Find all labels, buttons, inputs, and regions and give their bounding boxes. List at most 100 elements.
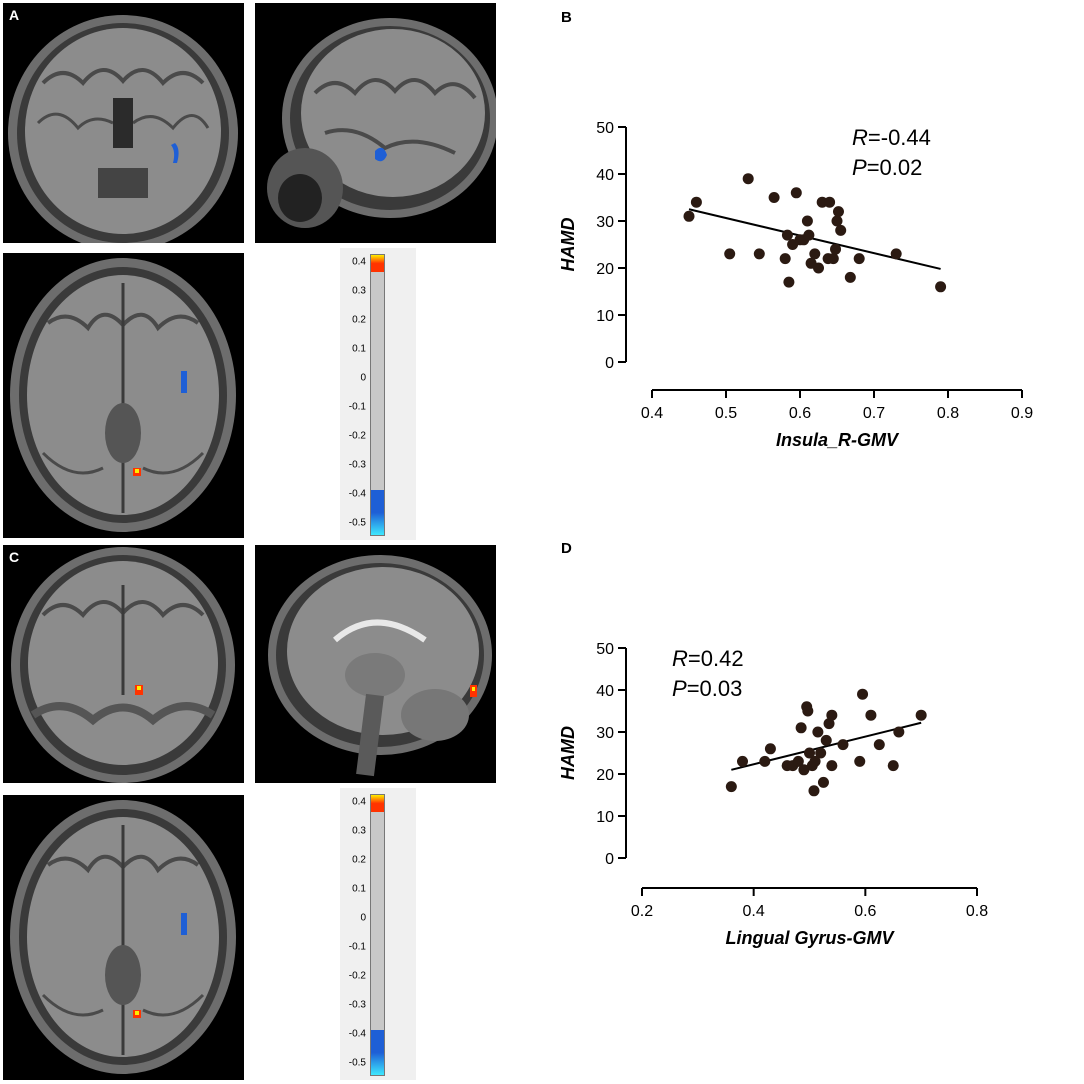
mri-coronal-c: C <box>3 545 244 783</box>
colorbar-tick: -0.4 <box>348 1028 366 1040</box>
regression-line <box>688 208 941 270</box>
data-point <box>808 785 820 797</box>
colorbar-tick: 0.4 <box>352 256 366 268</box>
x-axis-title: Lingual Gyrus-GMV <box>725 928 895 948</box>
data-point <box>893 726 905 738</box>
colorbar-tick: -0.5 <box>348 517 366 529</box>
data-point <box>759 755 771 767</box>
data-point <box>725 781 737 793</box>
p-value-label: P=0.03 <box>672 676 742 701</box>
mri-axial-c <box>3 795 244 1080</box>
r-symbol: R <box>672 646 688 671</box>
scatter-plot-d-svg: 0 10 20 30 40 50 0.2 0.4 0.6 0.8 Lingual Gyrus-GMV… <box>558 641 988 948</box>
scatter-plot-d: 0 10 20 30 40 50 0.2 0.4 0.6 0.8 Lingual Gyrus-GMV… <box>540 620 1060 955</box>
data-point <box>809 248 821 260</box>
data-point <box>826 760 838 772</box>
x-tick-label: 0.6 <box>789 405 811 422</box>
data-point <box>824 196 836 208</box>
data-point <box>832 206 844 218</box>
r-value: =0.42 <box>688 646 744 671</box>
colorbar-tick: -0.4 <box>348 488 366 500</box>
data-point <box>764 743 776 755</box>
data-point <box>844 271 856 283</box>
data-point <box>792 755 804 767</box>
y-tick-label: 40 <box>596 167 614 184</box>
data-point <box>683 210 695 222</box>
colorbar-tick: -0.1 <box>348 941 366 953</box>
p-value-label: P=0.02 <box>852 155 922 180</box>
panel-label-c: C <box>9 549 20 565</box>
y-tick-label: 50 <box>596 120 614 137</box>
colorbar-tick: -0.1 <box>348 401 366 413</box>
data-point <box>803 229 815 241</box>
colorbar-tick: -0.2 <box>348 430 366 442</box>
colorbar-c: 0.4 0.3 0.2 0.1 0 -0.1 -0.2 -0.3 -0.4 -0… <box>340 788 416 1080</box>
y-axis-title: HAMD <box>558 726 578 780</box>
x-axis-title: Insula_R-GMV <box>776 430 900 450</box>
data-point <box>873 739 885 751</box>
p-value: =0.03 <box>687 676 743 701</box>
data-point <box>779 253 791 265</box>
y-tick-label: 10 <box>596 308 614 325</box>
data-point <box>865 709 877 721</box>
r-symbol: R <box>852 125 868 150</box>
data-point <box>815 747 827 759</box>
r-value: =-0.44 <box>868 125 931 150</box>
scatter-plot-b: 0 10 20 30 40 50 0.4 0.5 0.6 0.7 0.8 0.9 Insula_R-GM… <box>540 100 1060 465</box>
data-point <box>835 224 847 236</box>
colorbar-tick: 0.2 <box>352 854 366 866</box>
mri-sagittal-c <box>255 545 496 783</box>
mri-sagittal-a <box>255 3 496 243</box>
data-point <box>813 262 824 274</box>
colorbar-tick: -0.3 <box>348 459 366 471</box>
data-point <box>801 215 813 227</box>
data-point <box>742 173 754 185</box>
data-point <box>790 187 802 199</box>
y-axis-title: HAMD <box>558 218 578 272</box>
colorbar-ticks: 0.4 0.3 0.2 0.1 0 -0.1 -0.2 -0.3 -0.4 -0… <box>340 248 370 540</box>
data-point <box>890 248 902 260</box>
data-point <box>935 281 947 293</box>
mri-axial-a <box>3 253 244 538</box>
colorbar-tick: 0.3 <box>352 285 366 297</box>
data-point <box>827 253 839 265</box>
colorbar-tick: 0.1 <box>352 883 366 895</box>
data-point <box>802 705 814 717</box>
scatter-plot-b-svg: 0 10 20 30 40 50 0.4 0.5 0.6 0.7 0.8 0.9 Insula_R-GM… <box>558 120 1033 450</box>
p-symbol: P <box>852 155 867 180</box>
colorbar-a: 0.4 0.3 0.2 0.1 0 -0.1 -0.2 -0.3 -0.4 -0… <box>340 248 416 540</box>
data-point <box>820 734 832 746</box>
y-tick-label: 20 <box>596 261 614 278</box>
colorbar-tick: 0.1 <box>352 343 366 355</box>
y-tick-label: 10 <box>596 809 614 826</box>
data-point <box>812 726 824 738</box>
y-tick-label: 30 <box>596 214 614 231</box>
data-point <box>915 709 927 721</box>
colorbar-strip <box>370 254 385 536</box>
y-tick-label: 20 <box>596 767 614 784</box>
colorbar-tick: -0.2 <box>348 970 366 982</box>
x-tick-label: 0.2 <box>631 903 653 920</box>
r-value-label: R=-0.44 <box>852 125 931 150</box>
data-point <box>857 688 869 700</box>
x-tick-label: 0.5 <box>715 405 737 422</box>
data-point <box>753 248 765 260</box>
data-point <box>831 215 843 227</box>
y-tick-label: 0 <box>605 851 614 868</box>
data-point <box>823 718 835 730</box>
colorbar-tick: -0.3 <box>348 999 366 1011</box>
r-value-label: R=0.42 <box>672 646 744 671</box>
data-point <box>724 248 736 260</box>
data-point <box>804 747 815 759</box>
colorbar-tick: 0 <box>360 372 366 384</box>
data-point <box>783 276 795 288</box>
y-tick-label: 30 <box>596 725 614 742</box>
data-point <box>830 243 842 255</box>
data-point <box>690 196 702 208</box>
colorbar-tick: 0.4 <box>352 796 366 808</box>
data-point <box>768 192 780 203</box>
p-symbol: P <box>672 676 687 701</box>
panel-label-a: A <box>9 7 20 23</box>
data-point <box>826 709 838 721</box>
colorbar-tick: 0 <box>360 912 366 924</box>
